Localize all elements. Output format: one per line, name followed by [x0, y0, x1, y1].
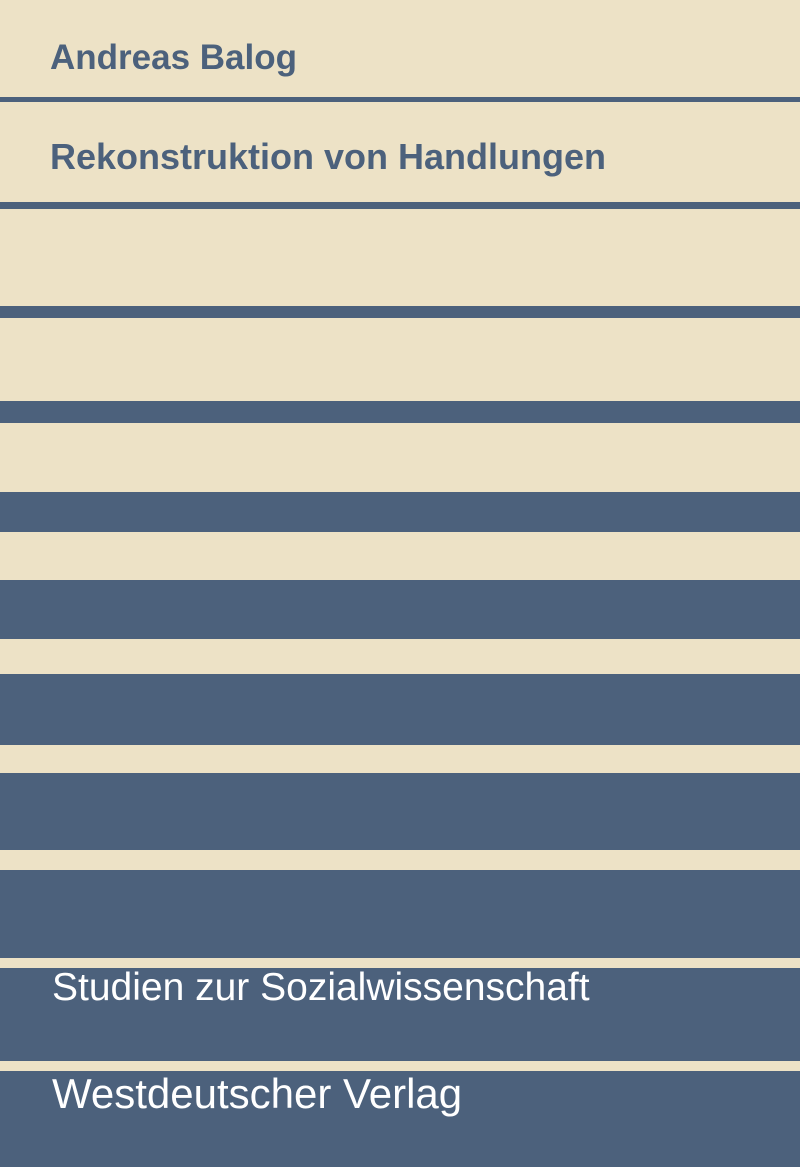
- stripe: [0, 492, 800, 532]
- series-name: Studien zur Sozialwissenschaft: [52, 966, 590, 1009]
- stripe: [0, 202, 800, 209]
- book-title: Rekonstruktion von Handlungen: [50, 136, 607, 177]
- stripe: [0, 674, 800, 745]
- stripe: [0, 306, 800, 318]
- series-band: Studien zur Sozialwissenschaft: [0, 966, 800, 1061]
- author-name: Andreas Balog: [50, 38, 297, 77]
- stripe: [0, 97, 800, 102]
- publisher-name: Westdeutscher Verlag: [52, 1070, 463, 1117]
- publisher-band: Westdeutscher Verlag: [0, 1070, 800, 1167]
- stripe: [0, 401, 800, 423]
- stripe: [0, 773, 800, 850]
- stripe: [0, 870, 800, 958]
- stripe: [0, 580, 800, 639]
